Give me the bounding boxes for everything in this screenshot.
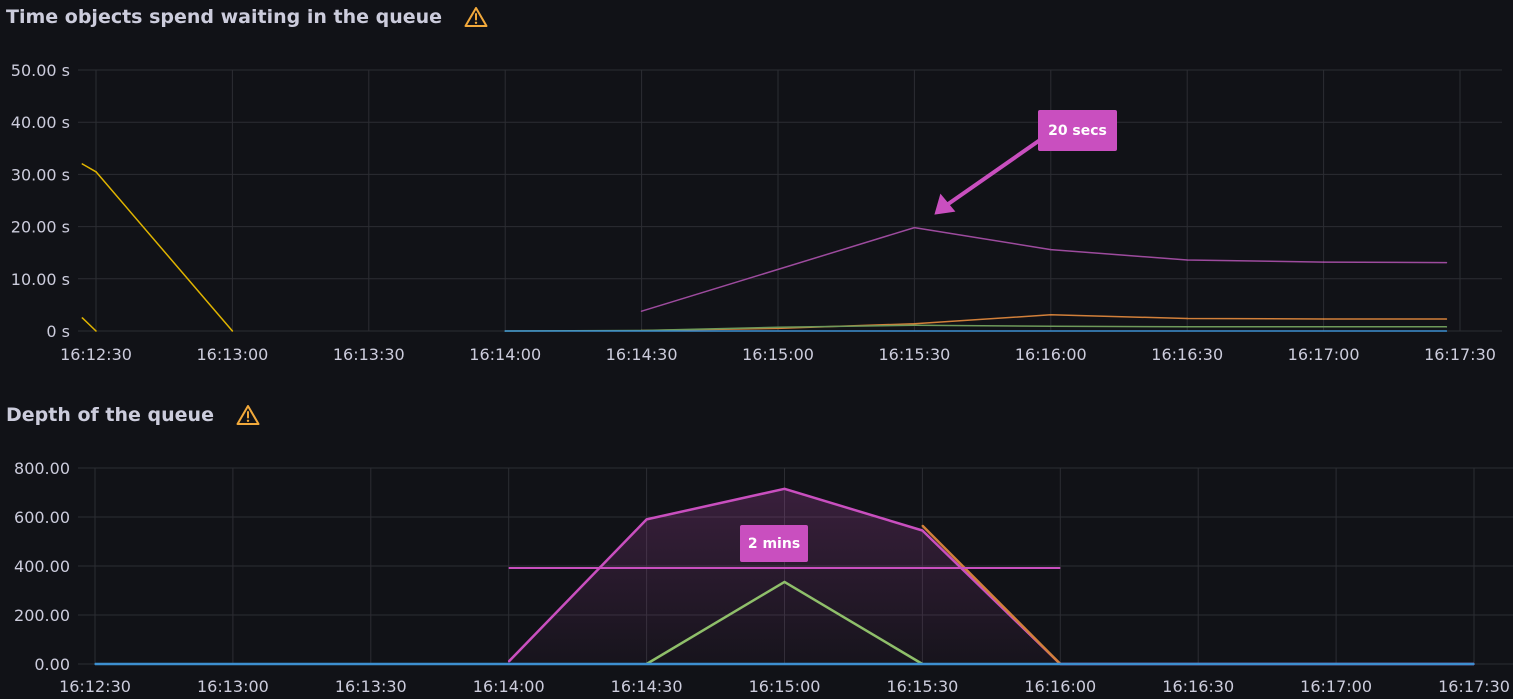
x-tick-label: 16:16:00 bbox=[1024, 677, 1096, 696]
panel-header: Depth of the queue bbox=[6, 404, 260, 426]
data-point bbox=[1050, 248, 1052, 251]
panel-header: Time objects spend waiting in the queue bbox=[6, 6, 488, 28]
y-tick-label: 20.00 s bbox=[11, 218, 70, 237]
data-point bbox=[1322, 318, 1325, 320]
x-tick-label: 16:13:00 bbox=[196, 345, 268, 364]
y-tick-label: 600.00 bbox=[14, 508, 70, 527]
x-tick-label: 16:15:00 bbox=[742, 345, 814, 364]
data-point bbox=[1186, 317, 1188, 320]
data-point bbox=[81, 163, 84, 165]
x-tick-label: 16:15:30 bbox=[886, 677, 958, 696]
data-point bbox=[783, 488, 786, 490]
data-point bbox=[507, 660, 510, 663]
annotation-arrow bbox=[942, 138, 1042, 209]
x-tick-label: 16:14:30 bbox=[611, 677, 683, 696]
annotation-label: 20 secs bbox=[1048, 123, 1107, 139]
data-point bbox=[921, 524, 924, 527]
panel-queue-depth: 0.00 200.00 400.00 600.00 800.00 16:12:30 16:1… bbox=[0, 398, 1513, 699]
panel-title[interactable]: Time objects spend waiting in the queue bbox=[6, 6, 443, 28]
x-tick-label: 16:14:30 bbox=[606, 345, 678, 364]
x-tick-label: 16:17:00 bbox=[1300, 677, 1372, 696]
series-line bbox=[505, 324, 1447, 332]
y-tick-label: 0 s bbox=[46, 322, 70, 341]
annotation-label-box bbox=[1038, 110, 1117, 151]
data-point bbox=[777, 326, 779, 329]
data-point bbox=[81, 317, 84, 319]
data-point bbox=[913, 322, 916, 325]
data-point bbox=[504, 330, 507, 332]
data-point bbox=[1050, 314, 1052, 316]
data-point bbox=[783, 581, 786, 583]
y-tick-label: 800.00 bbox=[14, 459, 70, 478]
x-tick-label: 16:17:30 bbox=[1424, 345, 1496, 364]
data-point bbox=[645, 518, 648, 521]
data-point bbox=[1445, 326, 1448, 328]
data-point bbox=[1445, 261, 1448, 264]
series-line bbox=[81, 317, 97, 332]
x-tick-label: 16:12:30 bbox=[59, 677, 131, 696]
y-tick-label: 200.00 bbox=[14, 606, 70, 625]
x-tick-label: 16:15:30 bbox=[878, 345, 950, 364]
series-area bbox=[508, 488, 1474, 664]
y-tick-label: 30.00 s bbox=[11, 165, 70, 184]
annotation-label-box bbox=[740, 525, 808, 562]
data-point bbox=[913, 226, 916, 229]
x-tick-label: 16:14:00 bbox=[473, 677, 545, 696]
data-point bbox=[1473, 663, 1475, 665]
x-tick-label: 16:13:30 bbox=[335, 677, 407, 696]
x-tick-label: 16:13:30 bbox=[333, 345, 405, 364]
data-point bbox=[1322, 261, 1325, 263]
data-point bbox=[1186, 259, 1188, 261]
x-tick-label: 16:17:30 bbox=[1438, 677, 1510, 696]
data-point bbox=[921, 529, 924, 532]
data-point bbox=[231, 330, 234, 332]
data-point bbox=[1186, 326, 1188, 328]
data-point bbox=[913, 324, 916, 327]
x-tick-label: 16:16:00 bbox=[1015, 345, 1087, 364]
data-point bbox=[94, 663, 96, 665]
data-point bbox=[1050, 325, 1052, 328]
warning-icon[interactable] bbox=[464, 6, 488, 28]
warning-icon[interactable] bbox=[236, 404, 260, 426]
chart-wait-time: 0 s 10.00 s 20.00 s 30.00 s 40.00 s 50.00 s 16… bbox=[11, 61, 1502, 364]
data-point bbox=[1445, 330, 1448, 332]
data-point bbox=[640, 310, 643, 312]
annotation-arrowhead bbox=[934, 193, 956, 215]
series-line bbox=[82, 163, 233, 332]
panel-title[interactable]: Depth of the queue bbox=[6, 404, 214, 426]
x-tick-label: 16:17:00 bbox=[1288, 345, 1360, 364]
y-tick-label: 50.00 s bbox=[11, 61, 70, 80]
series-line bbox=[641, 226, 1447, 312]
chart-queue-depth: 0.00 200.00 400.00 600.00 800.00 16:12:30 16:1… bbox=[14, 459, 1513, 696]
series-line bbox=[921, 524, 1062, 665]
data-point bbox=[95, 170, 97, 173]
x-tick-label: 16:13:00 bbox=[197, 677, 269, 696]
data-point bbox=[1445, 318, 1448, 320]
data-point bbox=[95, 330, 97, 332]
x-tick-label: 16:14:00 bbox=[469, 345, 541, 364]
panel-wait-time: 0 s 10.00 s 20.00 s 30.00 s 40.00 s 50.00 s 16… bbox=[6, 6, 1502, 364]
x-tick-label: 16:16:30 bbox=[1151, 345, 1223, 364]
annotation-label: 2 mins bbox=[748, 536, 800, 552]
y-tick-label: 0.00 bbox=[34, 655, 70, 674]
y-tick-label: 400.00 bbox=[14, 557, 70, 576]
x-tick-label: 16:12:30 bbox=[60, 345, 132, 364]
x-tick-label: 16:15:00 bbox=[749, 677, 821, 696]
y-tick-label: 10.00 s bbox=[11, 270, 70, 289]
x-tick-label: 16:16:30 bbox=[1162, 677, 1234, 696]
y-tick-label: 40.00 s bbox=[11, 113, 70, 132]
